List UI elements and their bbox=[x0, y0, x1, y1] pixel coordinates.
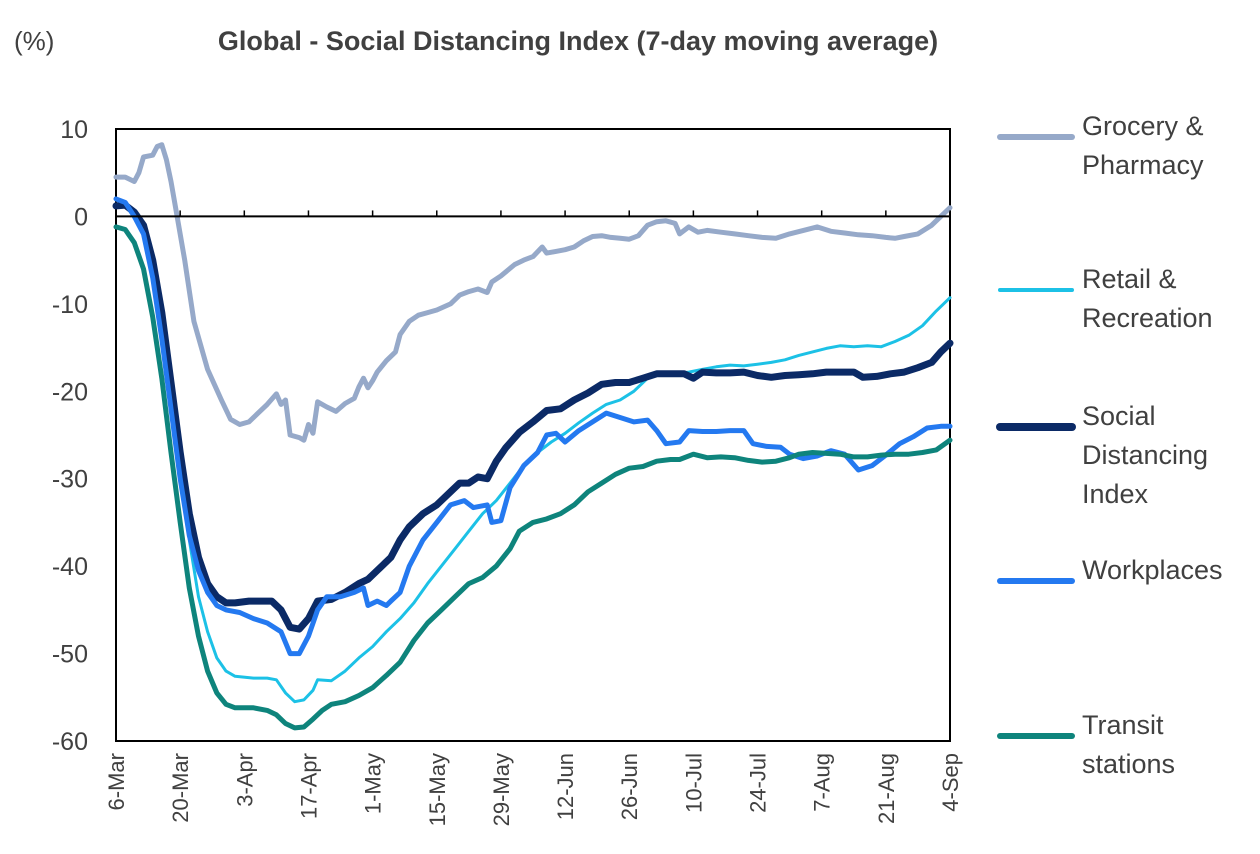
y-unit-label: (%) bbox=[14, 26, 54, 56]
x-tick-label: 6-Mar bbox=[104, 753, 129, 810]
legend-label-2: Distancing bbox=[1082, 440, 1208, 470]
legend-label-0: Pharmacy bbox=[1082, 150, 1204, 180]
x-tick-label: 10-Jul bbox=[681, 753, 706, 813]
series-line-2 bbox=[112, 201, 954, 633]
x-tick-marks bbox=[115, 210, 951, 217]
chart-title: Global - Social Distancing Index (7-day … bbox=[218, 26, 938, 56]
x-tick-label: 24-Jul bbox=[746, 753, 771, 813]
x-tick-label: 4-Sep bbox=[938, 753, 963, 812]
series-line-0 bbox=[113, 142, 953, 443]
legend-label-1: Recreation bbox=[1082, 303, 1213, 333]
y-tick-label: -20 bbox=[52, 378, 88, 406]
legend-label-0: Grocery & bbox=[1082, 111, 1204, 141]
x-tick-label: 17-Apr bbox=[296, 753, 321, 819]
y-tick-label: 10 bbox=[60, 116, 88, 144]
plot-area bbox=[115, 128, 951, 742]
legend-label-1: Retail & bbox=[1082, 264, 1177, 294]
legend-label-4: Transit bbox=[1082, 710, 1164, 740]
legend-label-3: Workplaces bbox=[1082, 555, 1223, 585]
x-tick-label: 15-May bbox=[425, 753, 450, 826]
y-tick-label: -40 bbox=[52, 553, 88, 581]
x-tick-label: 20-Mar bbox=[168, 753, 193, 823]
x-tick-label: 26-Jun bbox=[617, 753, 642, 820]
legend-label-2: Social bbox=[1082, 401, 1156, 431]
series-line-4 bbox=[113, 224, 953, 731]
x-tick-label: 7-Aug bbox=[810, 753, 835, 812]
series-layer bbox=[112, 142, 954, 731]
x-tick-labels: 6-Mar 20-Mar 3-Apr 17-Apr 1-May 15-May 29-May 1… bbox=[104, 753, 963, 826]
y-tick-label: -50 bbox=[52, 641, 88, 669]
x-tick-label: 21-Aug bbox=[874, 753, 899, 824]
series-line-3 bbox=[113, 196, 953, 657]
x-tick-label: 12-Jun bbox=[553, 753, 578, 820]
y-tick-label: 0 bbox=[74, 203, 88, 231]
legend-label-2: Index bbox=[1082, 479, 1149, 509]
y-tick-label: -60 bbox=[52, 728, 88, 756]
x-tick-label: 1-May bbox=[361, 753, 386, 814]
x-tick-label: 29-May bbox=[489, 753, 514, 826]
y-tick-labels: 10 0 -10 -20 -30 -40 -50 -60 bbox=[52, 116, 88, 756]
legend: Grocery & Pharmacy Retail & Recreation Socia… bbox=[996, 111, 1223, 779]
y-tick-label: -10 bbox=[52, 291, 88, 319]
x-tick-label: 3-Apr bbox=[232, 753, 257, 807]
legend-label-4: stations bbox=[1082, 749, 1175, 779]
y-tick-label: -30 bbox=[52, 466, 88, 494]
